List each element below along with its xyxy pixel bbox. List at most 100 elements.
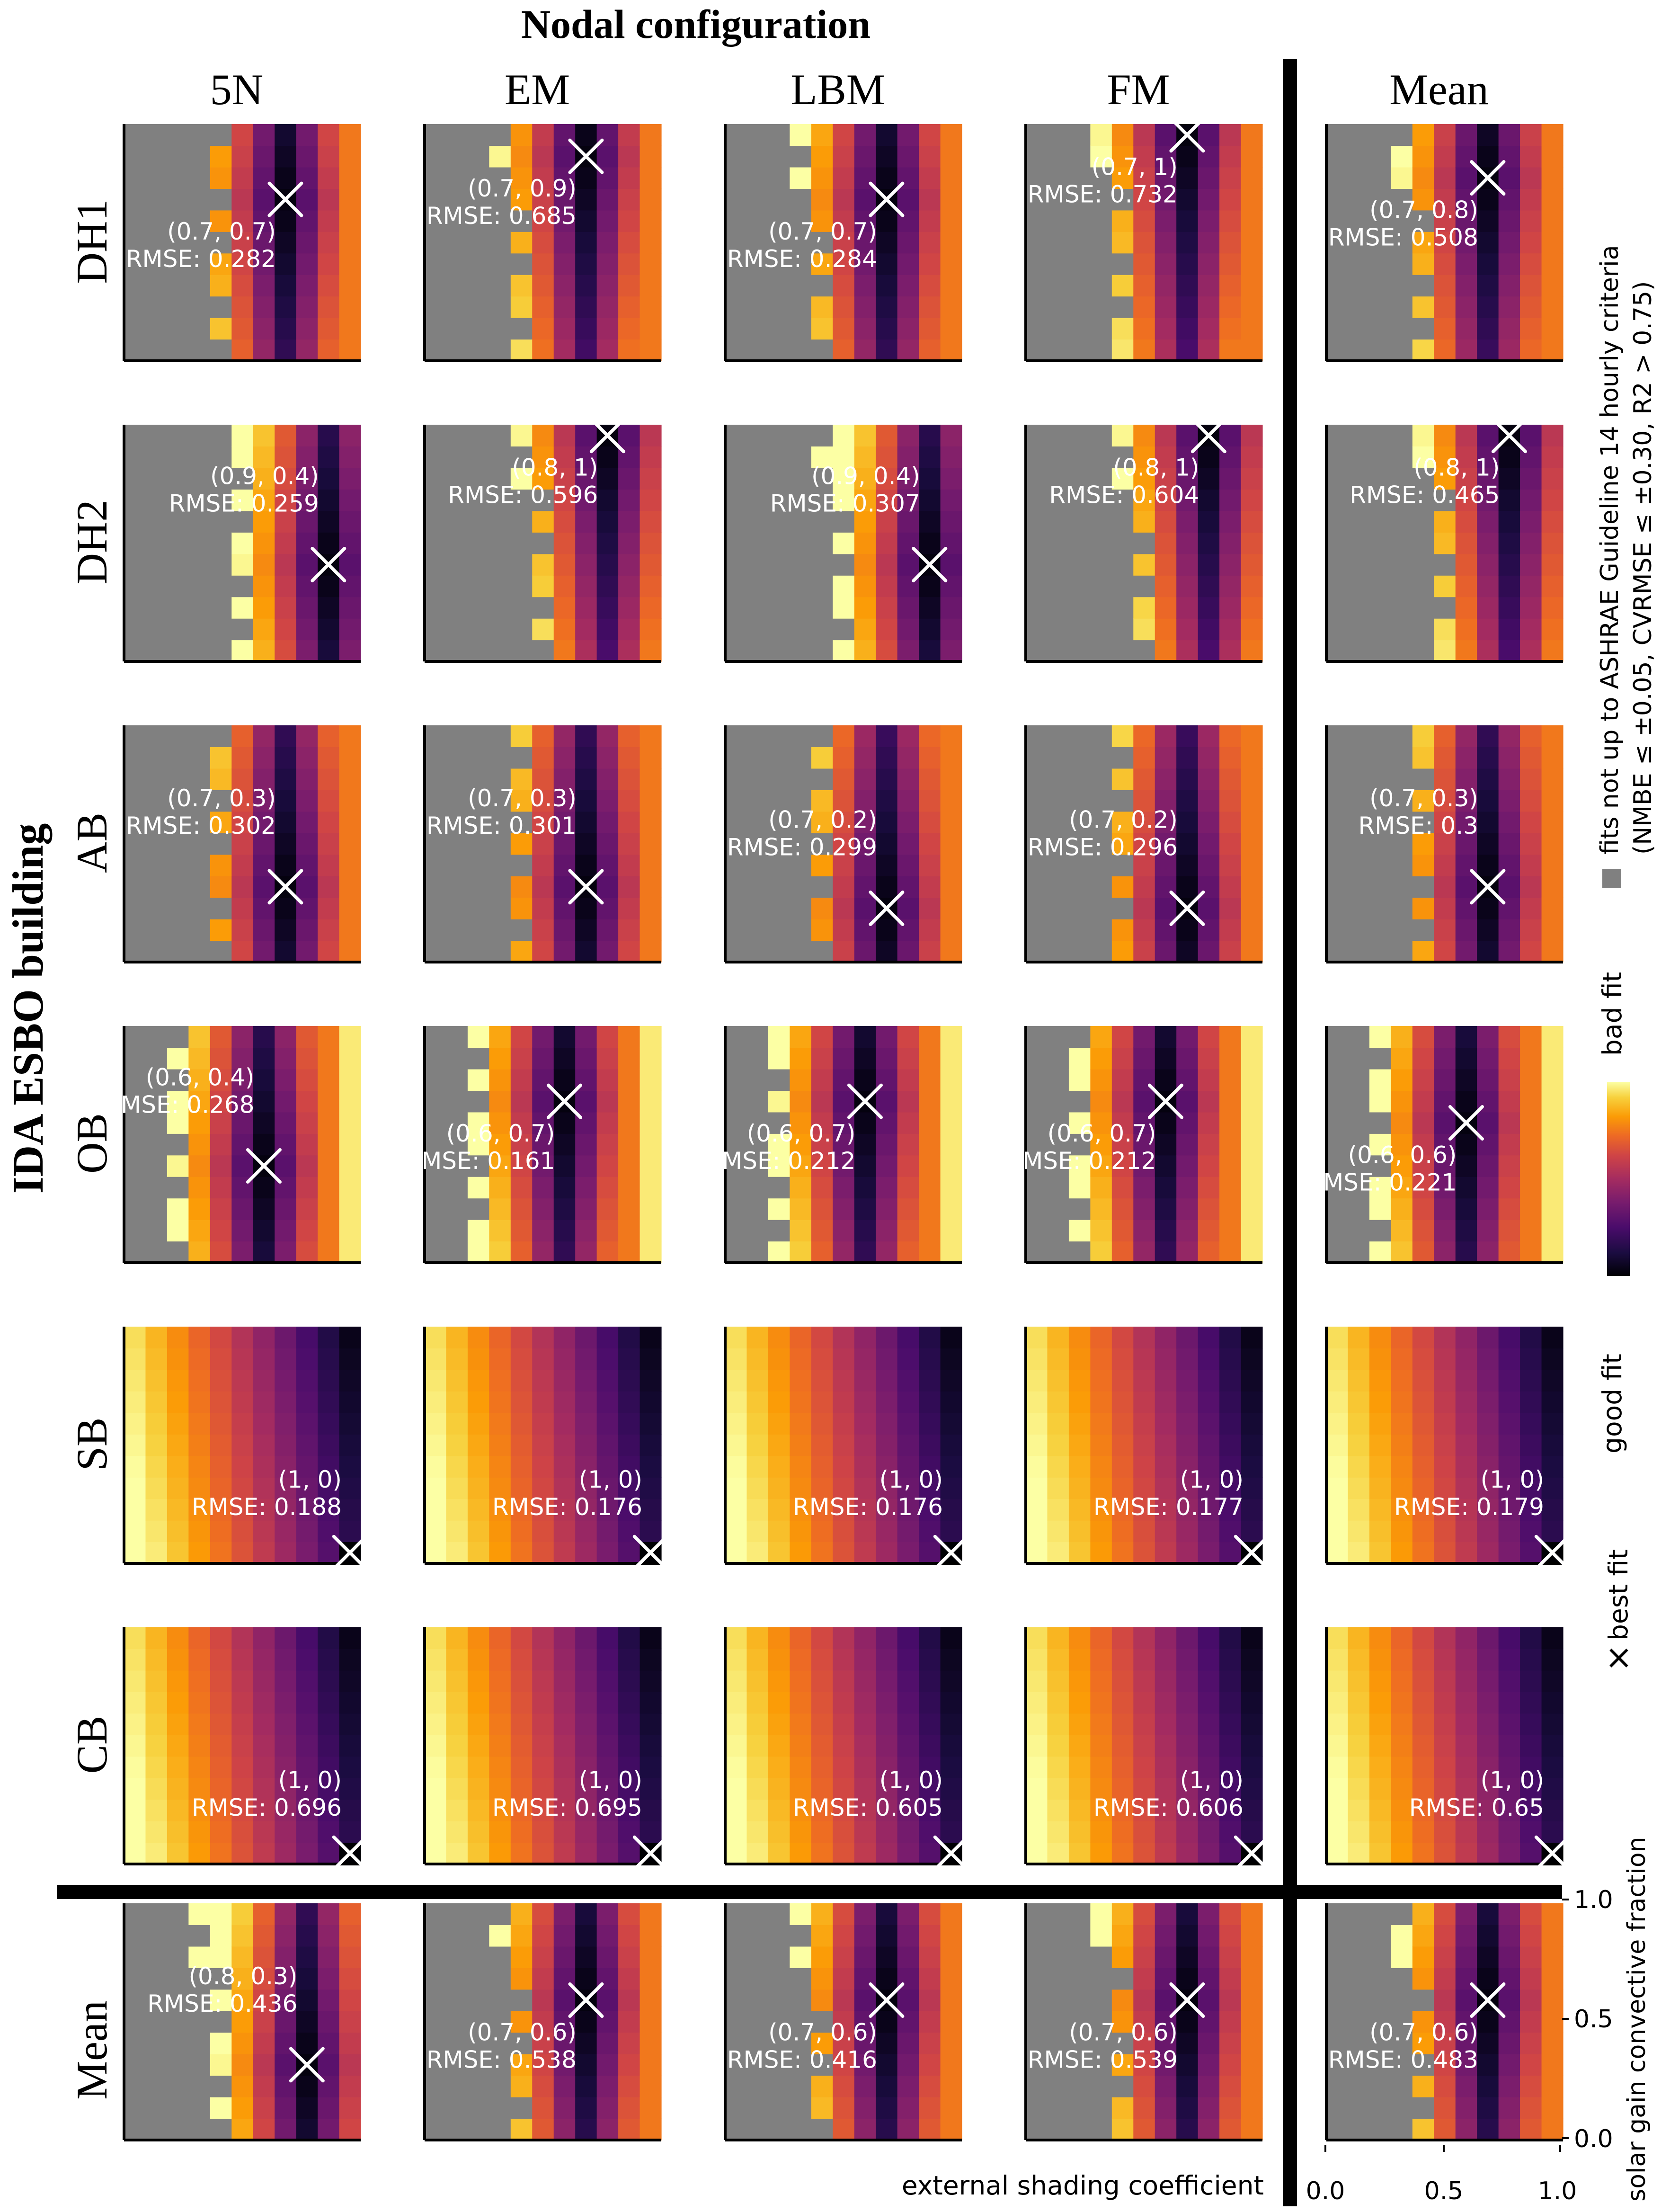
heatmap-cell (746, 1799, 769, 1821)
heatmap-cell (1498, 1198, 1520, 1220)
panel-mean-mean: (0.7, 0.6)RMSE: 0.483 (1325, 1903, 1564, 2141)
heatmap-cell (596, 232, 619, 254)
heatmap-cell (596, 833, 619, 855)
heatmap-cell (1412, 940, 1434, 963)
heatmap-cell (1198, 1903, 1220, 1926)
heatmap-cell (768, 510, 790, 533)
heatmap-cell (575, 1155, 597, 1177)
heatmap-cell (1326, 296, 1349, 318)
heatmap-cell (1434, 1498, 1456, 1521)
heatmap-cell (811, 232, 833, 254)
heatmap-cell (1541, 1821, 1564, 1843)
heatmap-cell (425, 1520, 447, 1543)
heatmap-cell (1111, 897, 1134, 919)
heatmap-cell (768, 1968, 790, 1990)
heatmap-cell (167, 2032, 189, 2054)
heatmap-cell (1520, 1692, 1542, 1714)
heatmap-cell (1520, 1348, 1542, 1370)
heatmap-cell (1541, 1903, 1564, 1926)
heatmap-cell (790, 188, 812, 211)
heatmap-cell (1498, 1799, 1520, 1821)
heatmap-cell (510, 232, 533, 254)
heatmap-cell (210, 188, 232, 211)
heatmap-cell (897, 768, 919, 790)
heatmap-cell (1520, 1778, 1542, 1800)
heatmap-cell (1133, 1090, 1155, 1113)
heatmap-cell (1111, 167, 1134, 189)
heatmap-cell (489, 618, 511, 641)
heatmap-cell (1068, 275, 1091, 297)
heatmap-cell (1477, 618, 1499, 641)
heatmap-cell (1498, 1133, 1520, 1156)
heatmap-cell (1541, 275, 1564, 297)
heatmap-cell (1047, 811, 1069, 833)
heatmap-cell (940, 747, 962, 769)
heatmap-cell (210, 1520, 232, 1543)
heatmap-cell (1412, 1391, 1434, 1413)
heatmap-cell (231, 1925, 254, 1947)
heatmap-cell (1047, 2011, 1069, 2033)
heatmap-cell (1047, 489, 1069, 511)
heatmap-cell (618, 725, 640, 748)
heatmap-cell (919, 1069, 941, 1091)
heatmap-cell (1348, 532, 1370, 554)
heatmap-cell (876, 1412, 898, 1435)
heatmap-cell (1047, 296, 1069, 318)
heatmap-cell (596, 275, 619, 297)
heatmap-cell (596, 1412, 619, 1435)
heatmap-cell (1219, 1090, 1242, 1113)
heatmap-cell (768, 1821, 790, 1843)
heatmap-cell (811, 1369, 833, 1391)
heatmap-cell (1026, 2118, 1048, 2141)
heatmap-cell (1068, 1069, 1091, 1091)
heatmap-cell (210, 618, 232, 641)
heatmap-cell (124, 1520, 146, 1543)
best-fit-marker-stroke (1169, 1982, 1205, 2018)
heatmap-cell (467, 145, 489, 168)
heatmap-cell (167, 1220, 189, 1242)
heatmap-cell (1219, 1542, 1242, 1564)
heatmap-cell (1412, 1477, 1434, 1499)
heatmap-cell (1541, 1069, 1564, 1091)
heatmap-cell (188, 1842, 211, 1864)
heatmap-cell (145, 1842, 168, 1864)
heatmap-cell (1369, 275, 1391, 297)
panel-cb-em: (1, 0)RMSE: 0.695 (423, 1627, 668, 1871)
heatmap-cell (1047, 553, 1069, 576)
heatmap-cell (1155, 597, 1177, 619)
heatmap-cell (532, 1241, 554, 1263)
heatmap-cell (425, 2097, 447, 2119)
heatmap-cell (1219, 1327, 1242, 1349)
heatmap-cell (1348, 1778, 1370, 1800)
heatmap-cell (425, 1778, 447, 1800)
heatmap-cell (532, 1842, 554, 1864)
heatmap-cell (790, 1391, 812, 1413)
heatmap-cell (489, 1455, 511, 1478)
heatmap-cell (510, 2011, 533, 2033)
heatmap-cell (1111, 339, 1134, 361)
heatmap-cell (746, 1735, 769, 1757)
heatmap-cell (318, 1434, 340, 1456)
heatmap-cell (876, 1220, 898, 1242)
heatmap-cell (746, 1627, 769, 1650)
heatmap-cell (1026, 1821, 1048, 1843)
heatmap-cell (575, 296, 597, 318)
heatmap-cell (575, 919, 597, 941)
heatmap-cell (596, 210, 619, 232)
heatmap-cell (940, 811, 962, 833)
heatmap-cell (425, 188, 447, 211)
heatmap-cell (897, 1756, 919, 1778)
heatmap-cell (854, 1735, 876, 1757)
heatmap-cell (553, 489, 576, 511)
heatmap-cell (1111, 597, 1134, 619)
heatmap-cell (1241, 532, 1263, 554)
heatmap-cell (1498, 2097, 1520, 2119)
heatmap-cell (145, 232, 168, 254)
heatmap-cell (1498, 232, 1520, 254)
heatmap-cell (1498, 1713, 1520, 1735)
heatmap-cell (210, 1821, 232, 1843)
heatmap-cell (1348, 318, 1370, 340)
heatmap-cell (1412, 296, 1434, 318)
heatmap-cell (553, 1756, 576, 1778)
heatmap-cell (833, 768, 855, 790)
